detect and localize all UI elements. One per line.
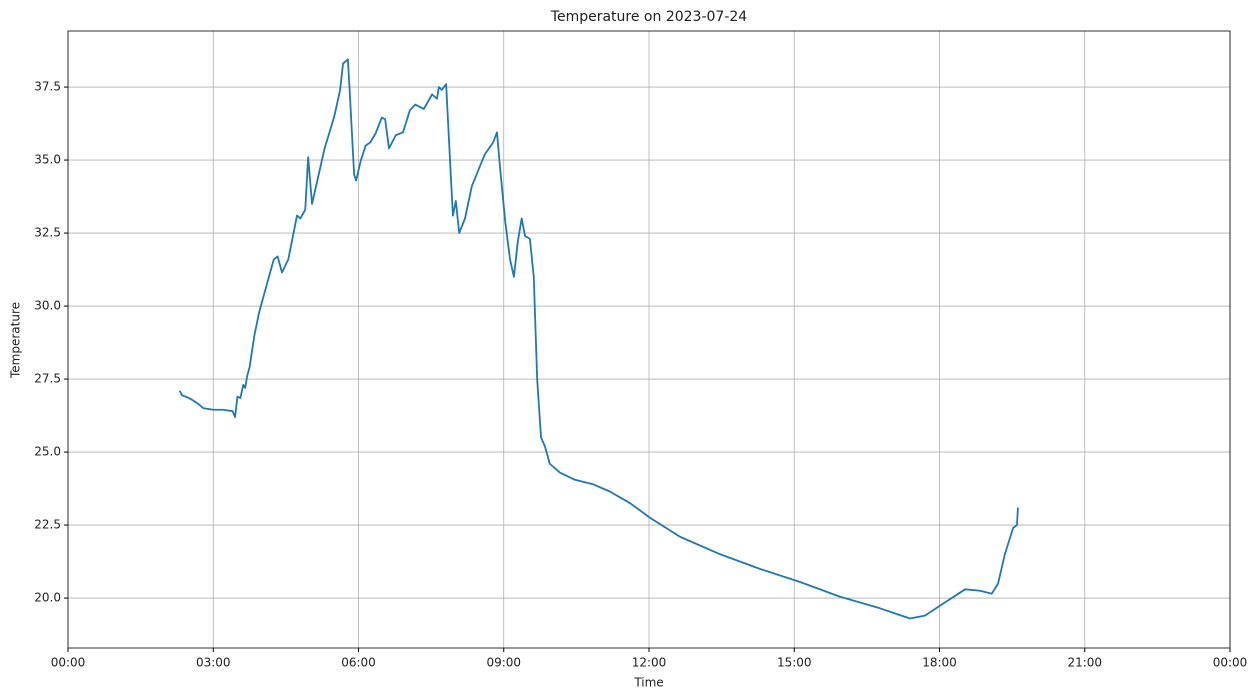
data-line bbox=[179, 58, 1019, 620]
x-tick-label: 18:00 bbox=[922, 656, 957, 670]
y-tick-label: 25.0 bbox=[34, 445, 61, 459]
x-tick-label: 09:00 bbox=[486, 656, 521, 670]
y-tick-label: 22.5 bbox=[34, 518, 61, 532]
x-tick-label: 06:00 bbox=[341, 656, 376, 670]
y-tick-label: 32.5 bbox=[34, 226, 61, 240]
x-tick-label: 21:00 bbox=[1067, 656, 1102, 670]
x-axis-label: Time bbox=[633, 676, 663, 690]
y-tick-label: 27.5 bbox=[34, 372, 61, 386]
y-tick-label: 30.0 bbox=[34, 299, 61, 313]
y-tick-label: 20.0 bbox=[34, 591, 61, 605]
plot-frame bbox=[67, 30, 1231, 649]
x-tick-label: 00:00 bbox=[51, 656, 86, 670]
y-tick-label: 37.5 bbox=[34, 80, 61, 94]
y-tick-label: 35.0 bbox=[34, 153, 61, 167]
x-tick-label: 00:00 bbox=[1213, 656, 1248, 670]
chart-title: Temperature on 2023-07-24 bbox=[550, 9, 747, 25]
x-tick-label: 03:00 bbox=[196, 656, 231, 670]
x-tick-label: 12:00 bbox=[632, 656, 667, 670]
y-axis-label: Temperature bbox=[9, 302, 23, 379]
x-tick-label: 15:00 bbox=[777, 656, 812, 670]
